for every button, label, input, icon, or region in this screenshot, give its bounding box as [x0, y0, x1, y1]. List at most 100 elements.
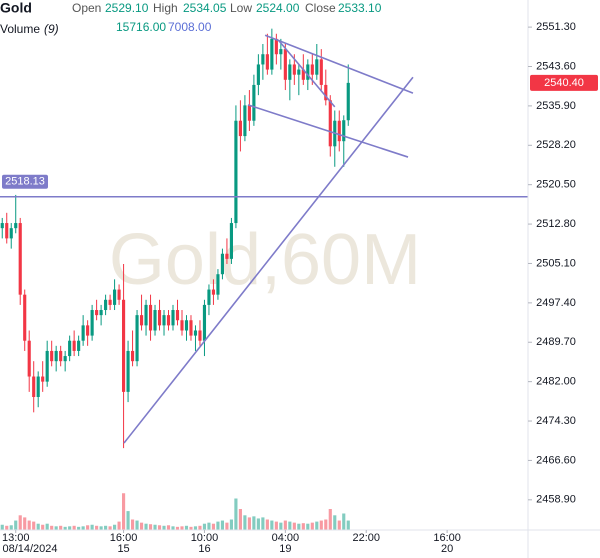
- volume-bar: [32, 521, 36, 530]
- trendline: [247, 104, 409, 158]
- y-tick-label: 2535.90: [536, 100, 576, 112]
- volume-bar: [301, 523, 305, 530]
- volume-bar: [315, 521, 319, 530]
- volume-bar: [113, 524, 117, 530]
- volume-bar: [189, 526, 193, 530]
- candle-body: [130, 350, 135, 362]
- volume-period: (9): [44, 22, 59, 36]
- candle-body: [279, 49, 283, 55]
- candle-body: [270, 38, 274, 70]
- legend-value: 2534.05: [183, 1, 227, 15]
- candle-body: [5, 223, 9, 239]
- volume-bar: [117, 521, 121, 530]
- volume-bar: [95, 525, 99, 530]
- candle-body: [68, 340, 72, 357]
- candle-body: [306, 64, 310, 80]
- hline-label-bg: [2, 174, 48, 189]
- candle-body: [166, 315, 171, 326]
- date-tick-label: 19: [279, 543, 291, 555]
- volume-bar: [234, 498, 238, 530]
- volume-bar: [81, 526, 85, 530]
- volume-bar: [283, 520, 287, 530]
- volume-bar: [184, 525, 189, 530]
- volume-bar: [288, 521, 292, 530]
- candle-body: [346, 82, 350, 121]
- volume-bar: [220, 520, 225, 530]
- y-tick-label: 2543.60: [536, 60, 576, 72]
- candle-body: [301, 69, 305, 80]
- candle-body: [14, 223, 18, 229]
- candle-body: [234, 120, 238, 224]
- volume-bar: [238, 509, 242, 530]
- candle-body: [292, 64, 296, 75]
- candle-body: [144, 304, 148, 326]
- candle-body: [77, 340, 81, 351]
- volume-bar: [333, 515, 337, 530]
- x-tick-label: 22:00: [352, 532, 380, 544]
- candle-body: [337, 120, 341, 142]
- candle-body: [297, 69, 301, 75]
- volume-label: Volume: [0, 22, 40, 36]
- volume-bar: [193, 526, 198, 530]
- volume-bar: [23, 517, 27, 530]
- volume-bar: [274, 521, 278, 530]
- candle-body: [207, 289, 211, 305]
- candle-body: [45, 350, 49, 382]
- volume-value: 7008.00: [168, 20, 212, 34]
- legend-label: Open: [72, 1, 101, 15]
- hline-label: 2518.13: [5, 176, 45, 188]
- candle-body: [324, 84, 328, 101]
- candle-body: [50, 350, 54, 362]
- volume-bar: [157, 525, 162, 530]
- volume-bar: [90, 524, 94, 530]
- chart-title: Gold: [0, 0, 32, 16]
- y-tick-label: 2520.50: [536, 179, 576, 191]
- candle-body: [184, 320, 189, 331]
- volume-bar: [27, 520, 31, 530]
- trendline: [264, 34, 414, 94]
- candle-body: [252, 84, 256, 121]
- legend-label: Close: [305, 1, 336, 15]
- candle-body: [256, 64, 260, 85]
- date-tick-label: 08/14/2024: [2, 543, 57, 555]
- trendline: [277, 39, 336, 108]
- candle-body: [59, 350, 63, 362]
- legend-value: 2529.10: [105, 1, 149, 15]
- candle-body: [342, 120, 346, 142]
- candle-body: [41, 376, 45, 382]
- volume-bar: [292, 522, 296, 530]
- candle-body: [274, 38, 278, 55]
- volume-bar: [342, 513, 346, 530]
- candle-body: [247, 105, 251, 121]
- trendline: [123, 76, 414, 444]
- legend-value: 2524.00: [256, 1, 300, 15]
- volume-bar: [202, 523, 207, 530]
- volume-bar: [306, 523, 310, 530]
- volume-bar: [319, 520, 323, 530]
- last-price-bg: [530, 74, 598, 91]
- volume-bar: [130, 519, 135, 530]
- volume-bar: [5, 525, 9, 530]
- candle-body: [175, 310, 180, 321]
- candle-body: [243, 105, 247, 137]
- volume-bar: [9, 525, 13, 530]
- date-tick-label: 20: [441, 543, 453, 555]
- volume-bar: [153, 524, 157, 530]
- candle-body: [63, 356, 67, 362]
- volume-bar: [135, 520, 139, 530]
- candle-body: [319, 59, 323, 85]
- volume-bar: [139, 522, 144, 530]
- volume-bar: [252, 516, 256, 530]
- candle-body: [288, 64, 292, 80]
- candle-body: [162, 315, 166, 326]
- volume-bar: [45, 523, 49, 530]
- volume-bar: [77, 526, 81, 530]
- candle-body: [328, 100, 332, 147]
- volume-bar: [54, 526, 58, 530]
- x-tick-label: 16:00: [110, 532, 138, 544]
- y-tick-label: 2551.30: [536, 21, 576, 33]
- volume-bar: [126, 511, 130, 530]
- candle-body: [9, 228, 13, 239]
- candle-body: [95, 310, 99, 316]
